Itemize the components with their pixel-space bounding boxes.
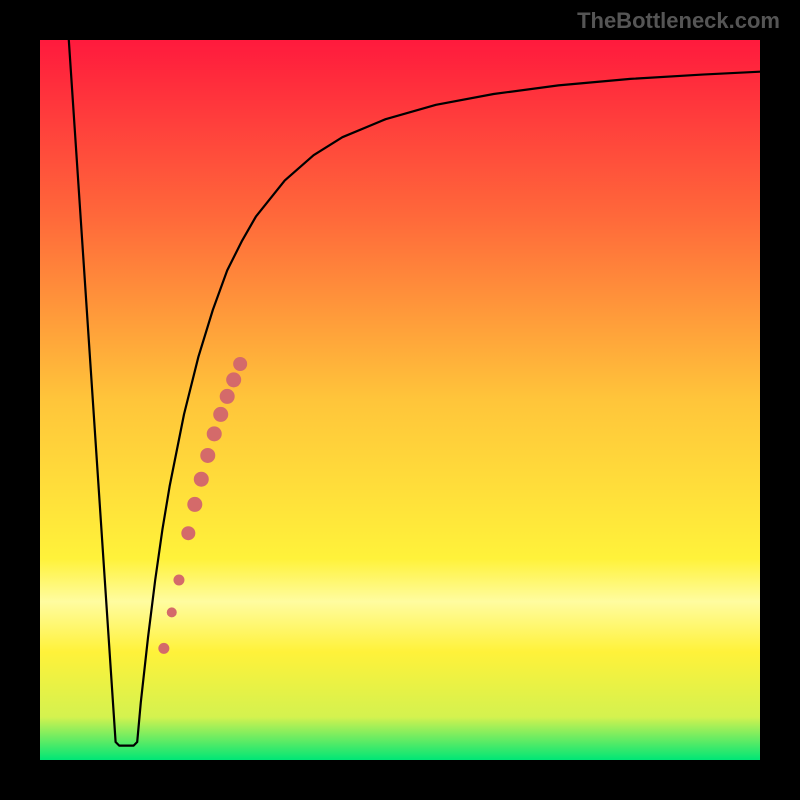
data-marker bbox=[233, 357, 247, 371]
data-marker bbox=[226, 372, 241, 387]
bottleneck-chart: TheBottleneck.com bbox=[0, 0, 800, 800]
watermark-text: TheBottleneck.com bbox=[577, 8, 780, 34]
data-marker bbox=[173, 575, 184, 586]
data-marker bbox=[194, 472, 209, 487]
data-marker bbox=[181, 526, 195, 540]
data-marker bbox=[220, 389, 235, 404]
chart-svg bbox=[0, 0, 800, 800]
data-marker bbox=[167, 607, 177, 617]
data-marker bbox=[213, 407, 228, 422]
data-marker bbox=[207, 426, 222, 441]
data-marker bbox=[187, 497, 202, 512]
chart-background-gradient bbox=[40, 40, 760, 760]
data-marker bbox=[200, 448, 215, 463]
data-marker bbox=[158, 643, 169, 654]
